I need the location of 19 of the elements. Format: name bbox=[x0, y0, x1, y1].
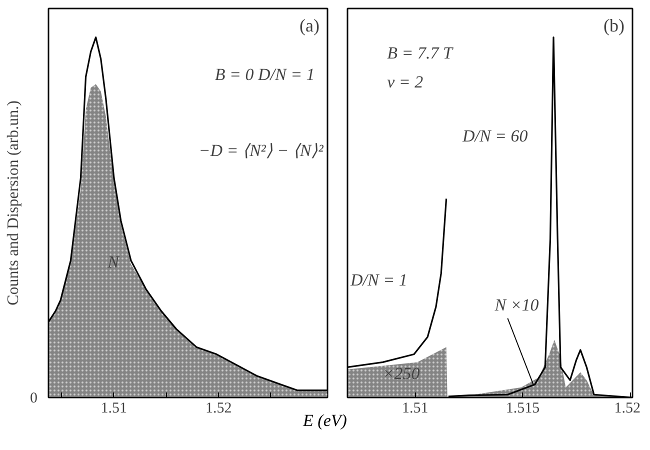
chart-title: (a) bbox=[300, 16, 320, 36]
y-axis-title: Counts and Dispersion (arb.un.) bbox=[5, 100, 22, 306]
x-tick-label: 1.52 bbox=[614, 400, 640, 416]
annotation: D/N = 1 bbox=[350, 270, 408, 290]
annotation: N ×10 bbox=[494, 296, 540, 315]
chart-title: (b) bbox=[604, 16, 625, 36]
x-axis-title: E (eV) bbox=[303, 410, 347, 432]
annotation: B = 0 D/N = 1 bbox=[214, 65, 315, 84]
x-tick-label: 1.51 bbox=[402, 400, 428, 416]
annotation: −D = ⟨N²⟩ − ⟨N⟩² bbox=[198, 140, 324, 160]
annotation: ×250 bbox=[382, 364, 420, 384]
x-tick-label: 1.51 bbox=[100, 400, 128, 416]
annotation: B = 7.7 T bbox=[387, 44, 454, 63]
annotation: D/N = 60 bbox=[461, 126, 528, 146]
x-tick-label: 1.52 bbox=[205, 400, 232, 416]
annotation: N bbox=[106, 252, 121, 272]
annotation: ν = 2 bbox=[387, 72, 424, 92]
text: 0 bbox=[30, 390, 38, 406]
x-tick-label: 1.515 bbox=[506, 400, 540, 416]
